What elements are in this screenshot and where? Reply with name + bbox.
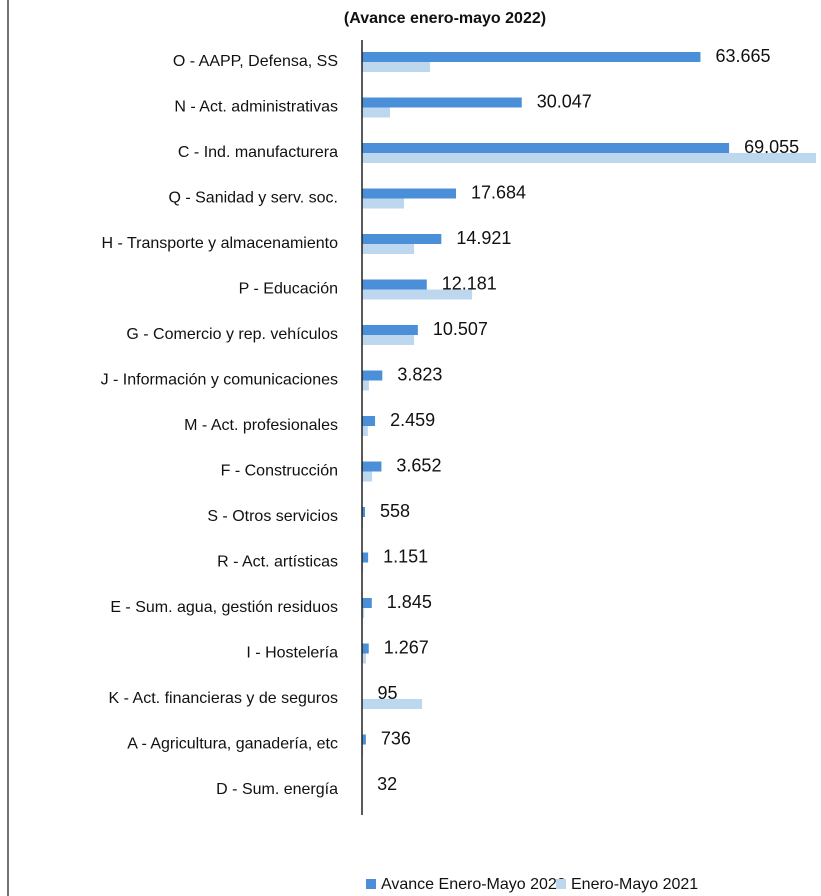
category-label: K - Act. financieras y de seguros <box>109 690 338 707</box>
bar <box>362 653 366 664</box>
bar <box>362 97 522 108</box>
bar <box>362 734 366 745</box>
value-label: 10.507 <box>433 319 488 339</box>
bar <box>362 107 391 118</box>
category-label: O - AAPP, Defensa, SS <box>173 53 338 70</box>
bar <box>362 52 701 62</box>
category-label: E - Sum. agua, gestión residuos <box>110 599 338 616</box>
value-label: 17.684 <box>471 182 526 202</box>
category-label: G - Comercio y rep. vehículos <box>126 326 338 343</box>
value-label: 14.921 <box>456 228 511 248</box>
category-label: D - Sum. energía <box>216 781 338 798</box>
category-label: I - Hostelería <box>246 645 338 662</box>
bar <box>362 426 368 436</box>
category-label: P - Educación <box>239 281 338 298</box>
category-label: A - Agricultura, ganadería, etc <box>127 736 338 753</box>
bar <box>362 461 382 472</box>
bar <box>362 279 427 290</box>
bar <box>362 188 457 199</box>
bar <box>362 507 365 517</box>
value-label: 69.055 <box>744 137 799 157</box>
category-label: S - Otros servicios <box>207 508 338 525</box>
legend-swatch <box>366 879 376 889</box>
legend-label: Enero-Mayo 2021 <box>571 876 698 893</box>
category-label: C - Ind. manufacturera <box>178 144 338 161</box>
value-label: 63.665 <box>715 46 770 66</box>
value-label: 3.652 <box>396 455 441 475</box>
bar <box>362 62 431 72</box>
category-label: Q - Sanidad y serv. soc. <box>168 190 338 207</box>
value-label: 1.845 <box>387 592 432 612</box>
category-label: F - Construcción <box>221 463 338 480</box>
bar <box>362 380 369 391</box>
bar <box>362 335 415 345</box>
bar <box>362 471 373 482</box>
value-label: 32 <box>377 774 397 794</box>
bar <box>362 370 383 381</box>
value-label: 558 <box>380 501 410 521</box>
bar <box>362 643 369 654</box>
value-label: 3.823 <box>397 364 442 384</box>
bar <box>362 598 372 608</box>
bar <box>362 416 376 426</box>
legend-swatch <box>556 879 566 889</box>
bar <box>362 143 730 153</box>
value-label: 2.459 <box>390 410 435 430</box>
value-label: 1.151 <box>383 546 428 566</box>
bar <box>362 198 404 209</box>
bar <box>362 325 418 335</box>
value-label: 30.047 <box>537 91 592 111</box>
bar <box>362 552 369 563</box>
value-label: 95 <box>378 683 398 703</box>
category-label: N - Act. administrativas <box>174 99 338 116</box>
bar <box>362 289 473 300</box>
category-label: R - Act. artísticas <box>217 554 338 571</box>
value-label: 1.267 <box>384 637 429 657</box>
bar <box>362 608 365 618</box>
category-label: M - Act. profesionales <box>184 417 338 434</box>
legend-label: Avance Enero-Mayo 2022 <box>381 876 566 893</box>
bar <box>362 234 442 244</box>
bar <box>362 699 423 709</box>
value-label: 12.181 <box>442 273 497 293</box>
value-label: 736 <box>381 728 411 748</box>
category-label: H - Transporte y almacenamiento <box>101 235 338 252</box>
bar <box>362 153 816 163</box>
chart-title: (Avance enero-mayo 2022) <box>344 10 546 27</box>
category-label: J - Información y comunicaciones <box>101 372 338 389</box>
bar <box>362 244 415 254</box>
